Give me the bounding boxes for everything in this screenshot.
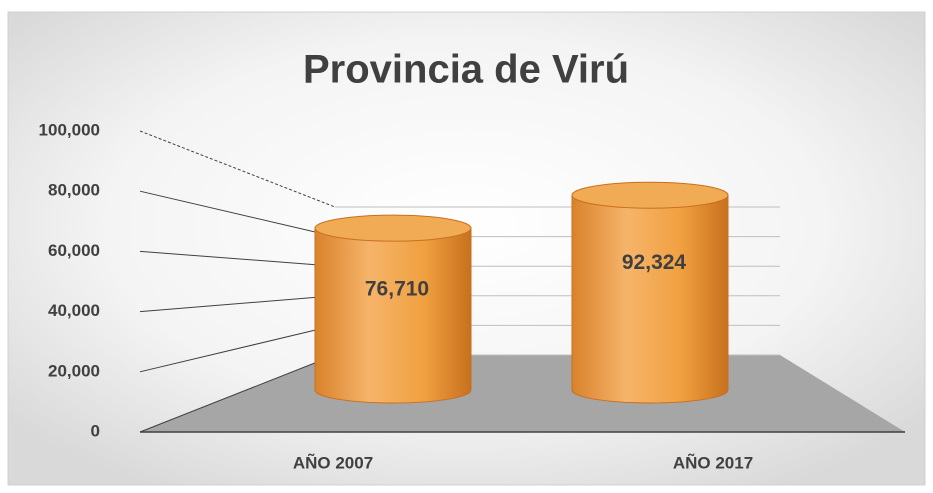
- x-tick-label: AÑO 2017: [673, 452, 753, 472]
- cylinder-body: [571, 194, 729, 404]
- x-tick-label: AÑO 2007: [293, 452, 373, 472]
- y-tick-label: 0: [91, 421, 100, 440]
- y-tick-label: 100,000: [39, 120, 100, 139]
- chart-title: Provincia de Virú: [303, 48, 629, 92]
- cylinder-top: [314, 214, 472, 242]
- y-tick-label: 20,000: [48, 361, 100, 380]
- grid-line: [139, 190, 336, 238]
- y-tick-label: 80,000: [48, 181, 100, 200]
- grid-line: [139, 354, 336, 433]
- y-tick-label: 60,000: [48, 241, 100, 260]
- cylinder-top: [571, 181, 729, 209]
- y-tick-label: 40,000: [48, 301, 100, 320]
- cylinder-body: [314, 227, 472, 404]
- grid-line: [139, 295, 336, 313]
- grid-line: [139, 324, 336, 373]
- data-label: 92,324: [622, 251, 687, 274]
- data-label: 76,710: [365, 278, 429, 301]
- grid-line: [139, 250, 336, 267]
